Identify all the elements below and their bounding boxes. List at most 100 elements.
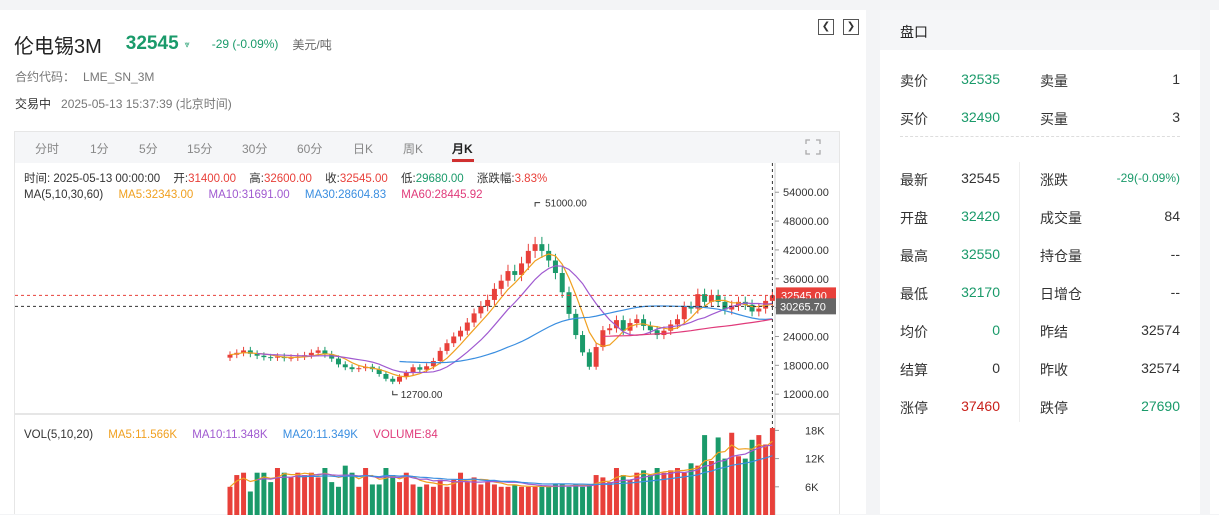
candle-body bbox=[492, 289, 497, 300]
tab-1min[interactable]: 1分 bbox=[90, 140, 109, 157]
panel-title: 盘口 bbox=[880, 10, 1200, 50]
candle-body bbox=[587, 352, 592, 366]
volume-bar bbox=[702, 435, 707, 515]
volume-bar bbox=[763, 445, 768, 515]
ma-legend: MA(5,10,30,60) MA5:32343.00 MA10:31691.0… bbox=[24, 189, 495, 201]
volume-bar bbox=[268, 482, 273, 515]
volume-bar bbox=[411, 484, 416, 515]
volume-bar bbox=[356, 487, 361, 515]
high-value: 32550 bbox=[940, 246, 1000, 262]
bid-price: 32490 bbox=[940, 109, 1000, 125]
vol-ma20-legend: MA20:11.349K bbox=[283, 429, 358, 441]
oi-chg-label: 日增仓 bbox=[1040, 284, 1082, 304]
last-label: 最新 bbox=[900, 170, 928, 190]
tab-week[interactable]: 周K bbox=[403, 140, 423, 157]
volume-bar bbox=[377, 484, 382, 515]
settle-value: 0 bbox=[940, 360, 1000, 376]
volume-tick-label: 12K bbox=[805, 454, 825, 466]
candle-body bbox=[451, 336, 456, 343]
tab-month[interactable]: 月K bbox=[452, 140, 473, 157]
volume-bar bbox=[709, 461, 714, 515]
volume-value: 84 bbox=[1100, 208, 1180, 224]
candle-body bbox=[485, 300, 490, 306]
candle-body bbox=[465, 323, 470, 331]
tab-timeshare[interactable]: 分时 bbox=[35, 140, 59, 157]
volume-bar bbox=[567, 487, 572, 515]
kline-plot[interactable]: 54000.0048000.0042000.0036000.0030000.00… bbox=[15, 163, 839, 515]
candle-body bbox=[438, 351, 443, 361]
price-tick-label: 24000.00 bbox=[783, 331, 829, 343]
volume-bar bbox=[519, 487, 524, 515]
volume-bar bbox=[322, 468, 327, 515]
volume-bar bbox=[336, 487, 341, 515]
tab-30min[interactable]: 30分 bbox=[242, 140, 267, 157]
candle-body bbox=[756, 309, 761, 312]
contract-code-label: 合约代码： bbox=[15, 70, 75, 84]
active-tab-underline bbox=[452, 159, 474, 162]
info-high: 32600.00 bbox=[264, 173, 312, 185]
vol-legend-label: VOL(5,10,20) bbox=[24, 429, 93, 441]
last-price: 32545 bbox=[126, 33, 179, 55]
low-value: 32170 bbox=[940, 284, 1000, 300]
panel-divider bbox=[900, 136, 1180, 137]
volume-bar bbox=[499, 487, 504, 515]
candle-body bbox=[309, 353, 314, 355]
candle-body bbox=[512, 271, 517, 275]
volume-bar bbox=[478, 484, 483, 515]
volume-tick-label: 6K bbox=[805, 482, 819, 494]
min-marker bbox=[393, 391, 398, 395]
panel-column-divider bbox=[1019, 162, 1020, 422]
volume-legend: VOL(5,10,20) MA5:11.566K MA10:11.348K MA… bbox=[24, 429, 450, 441]
volume-bar bbox=[505, 487, 510, 515]
tab-5min[interactable]: 5分 bbox=[139, 140, 158, 157]
limit-up-label: 涨停 bbox=[900, 398, 928, 418]
next-button[interactable]: ❯ bbox=[843, 19, 859, 35]
title-row: 伦电锡3M 32545 ⩔ -29 (-0.09%) 美元/吨 bbox=[14, 30, 332, 58]
volume-bar bbox=[770, 428, 775, 515]
candle-body bbox=[261, 356, 266, 357]
ask-vol-label: 卖量 bbox=[1040, 71, 1068, 91]
candle-body bbox=[573, 314, 578, 335]
fullscreen-icon[interactable] bbox=[805, 139, 821, 155]
open-label: 开盘 bbox=[900, 208, 928, 228]
limit-down-label: 跌停 bbox=[1040, 398, 1068, 418]
volume-bar bbox=[539, 487, 544, 515]
info-time: 时间: 2025-05-13 00:00:00 bbox=[24, 173, 160, 185]
ma60-legend: MA60:28445.92 bbox=[401, 189, 482, 201]
vol-ma10-legend: MA10:11.348K bbox=[192, 429, 267, 441]
candle-body bbox=[594, 347, 599, 367]
candle-body bbox=[383, 374, 388, 379]
avg-label: 均价 bbox=[900, 322, 928, 342]
candle-body bbox=[228, 355, 233, 358]
tab-15min[interactable]: 15分 bbox=[187, 140, 212, 157]
candle-body bbox=[499, 281, 504, 289]
oi-label: 持仓量 bbox=[1040, 246, 1082, 266]
ask-price: 32535 bbox=[940, 71, 1000, 87]
candle-body bbox=[533, 244, 538, 251]
candle-body bbox=[526, 251, 531, 264]
candle-body bbox=[539, 244, 544, 251]
tab-60min[interactable]: 60分 bbox=[297, 140, 322, 157]
candle-body bbox=[356, 368, 361, 369]
prev-button[interactable]: ❮ bbox=[818, 19, 834, 35]
volume-bar bbox=[397, 482, 402, 515]
chg-label: 涨跌 bbox=[1040, 170, 1068, 190]
volume-bar bbox=[289, 477, 294, 515]
oi-chg-value: -- bbox=[1100, 284, 1180, 300]
info-open: 31400.00 bbox=[188, 173, 236, 185]
volume-bar bbox=[526, 487, 531, 515]
high-label: 最高 bbox=[900, 246, 928, 266]
candle-body bbox=[350, 367, 355, 369]
volume-bar bbox=[512, 484, 517, 515]
vol-ma10-line bbox=[257, 445, 772, 486]
price-tick-label: 18000.00 bbox=[783, 360, 829, 372]
tab-day[interactable]: 日K bbox=[353, 140, 373, 157]
candle-body bbox=[343, 364, 348, 367]
volume-bar bbox=[370, 484, 375, 515]
bid-volume: 3 bbox=[1100, 109, 1180, 125]
volume-bar bbox=[316, 477, 321, 515]
volume-bar bbox=[329, 482, 334, 515]
crosshair-label: 30265.70 bbox=[780, 301, 826, 313]
volume-bar bbox=[675, 468, 680, 515]
